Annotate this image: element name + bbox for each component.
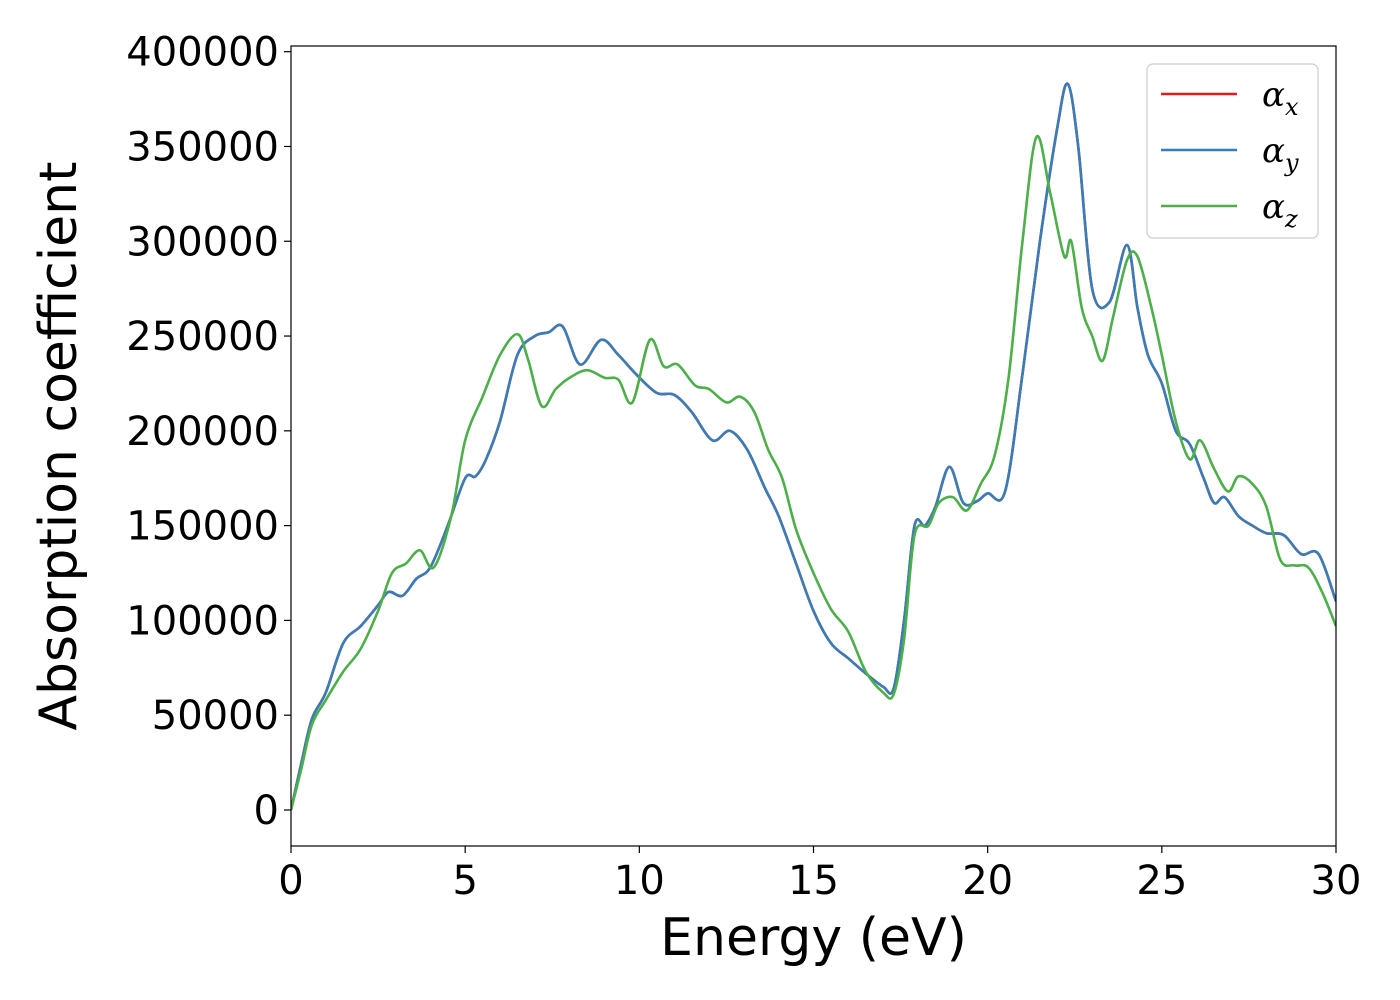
x-tick-label: 0: [278, 858, 303, 904]
x-tick-label: 10: [614, 858, 665, 904]
x-tick-label: 15: [788, 858, 839, 904]
y-tick-label: 150000: [126, 504, 279, 550]
y-tick-label: 100000: [126, 598, 279, 644]
y-tick-label: 300000: [126, 219, 279, 265]
y-tick-label: 200000: [126, 409, 279, 455]
y-tick-label: 250000: [126, 314, 279, 360]
legend-subscript: z: [1284, 205, 1298, 233]
series-layer: [291, 82, 1336, 811]
y-tick-label: 350000: [126, 124, 279, 170]
x-tick-label: 5: [452, 858, 477, 904]
y-tick-label: 0: [254, 788, 279, 834]
y-axis-label: Absorption coefficient: [29, 161, 89, 730]
legend-subscript: y: [1284, 149, 1299, 177]
y-tick-label: 400000: [126, 30, 279, 76]
y-tick-label: 50000: [152, 693, 279, 739]
series-line-z: [291, 134, 1336, 811]
legend-subscript: x: [1285, 93, 1299, 121]
axes-layer: 0 5 10 15 20 25 30 0 50000 100000 150000 200000 2500…: [126, 30, 1361, 904]
x-tick-label: 25: [1136, 858, 1187, 904]
legend-label-y: αy: [1262, 131, 1299, 177]
x-tick-label: 20: [962, 858, 1013, 904]
x-axis-label: Energy (eV): [660, 908, 967, 968]
series-group: [291, 82, 1336, 811]
x-tick-label: 30: [1311, 858, 1362, 904]
